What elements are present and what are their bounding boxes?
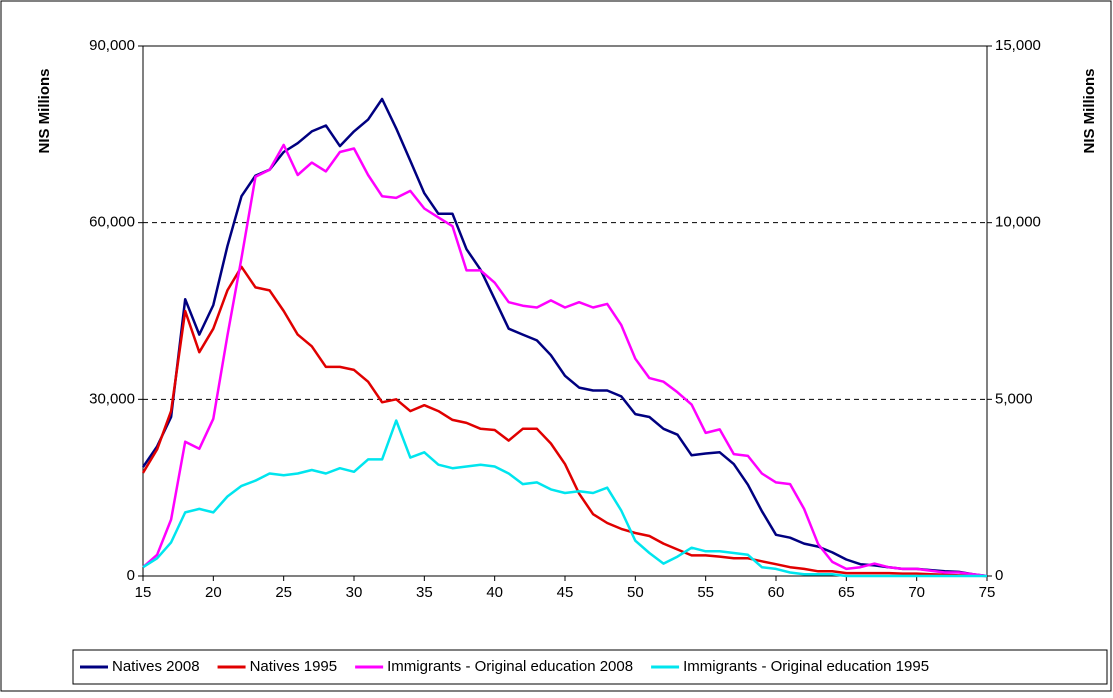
x-tick-label: 55 xyxy=(697,584,714,601)
x-tick-label: 50 xyxy=(627,584,644,601)
x-tick-label: 30 xyxy=(346,584,363,601)
x-tick-label: 70 xyxy=(908,584,925,601)
x-tick-label: 20 xyxy=(205,584,222,601)
legend-label: Natives 2008 xyxy=(112,658,200,675)
y-tick-label: 90,000 xyxy=(89,37,135,54)
x-tick-label: 60 xyxy=(768,584,785,601)
x-tick-label: 65 xyxy=(838,584,855,601)
x-tick-label: 35 xyxy=(416,584,433,601)
y2-tick-label: 10,000 xyxy=(995,214,1041,231)
x-tick-label: 45 xyxy=(557,584,574,601)
x-tick-label: 75 xyxy=(979,584,996,601)
series-line xyxy=(141,97,988,578)
y-axis-title: NIS Millions xyxy=(36,68,53,153)
y2-axis-title: NIS Millions xyxy=(1081,68,1098,153)
y-tick-label: 60,000 xyxy=(89,214,135,231)
y-tick-label: 30,000 xyxy=(89,390,135,407)
x-tick-label: 40 xyxy=(486,584,503,601)
y2-tick-label: 15,000 xyxy=(995,37,1041,54)
y-tick-label: 0 xyxy=(127,567,135,584)
legend-label: Natives 1995 xyxy=(250,658,338,675)
y2-tick-label: 0 xyxy=(995,567,1003,584)
series-line xyxy=(142,419,987,578)
x-tick-label: 15 xyxy=(135,584,152,601)
series-line xyxy=(141,265,988,578)
x-tick-label: 25 xyxy=(275,584,292,601)
legend-label: Immigrants - Original education 2008 xyxy=(387,658,633,675)
series-line xyxy=(142,143,988,578)
y2-tick-label: 5,000 xyxy=(995,390,1033,407)
legend-label: Immigrants - Original education 1995 xyxy=(683,658,929,675)
